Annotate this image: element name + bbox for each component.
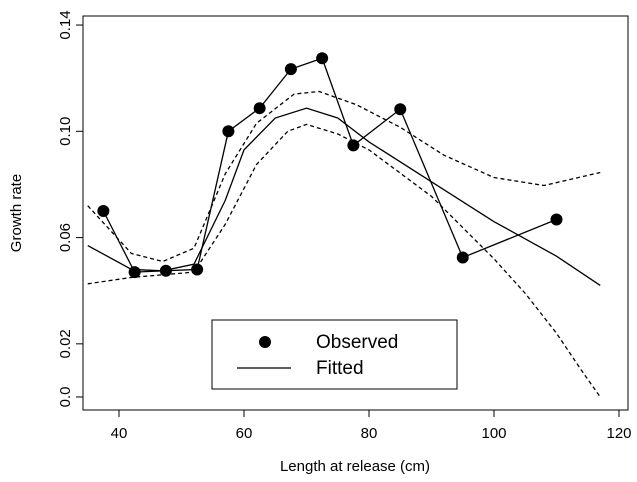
y-tick-label: 0.10 — [57, 117, 74, 146]
data-point — [222, 125, 235, 138]
data-point — [394, 103, 407, 116]
data-point — [191, 263, 204, 276]
x-tick-label: 80 — [361, 425, 378, 442]
fitted-line — [87, 107, 601, 286]
confidence-band — [87, 123, 601, 398]
data-point — [128, 266, 141, 279]
plot-frame — [82, 15, 629, 411]
y-tick-label: 0.02 — [57, 329, 74, 358]
x-tick-label: 60 — [236, 425, 253, 442]
x-tick-label: 40 — [111, 425, 128, 442]
data-point — [284, 63, 297, 76]
data-point — [253, 102, 266, 115]
y-tick-label: 0.14 — [57, 10, 74, 39]
y-tick-label: 0.06 — [57, 223, 74, 252]
x-tick-label: 120 — [606, 425, 631, 442]
y-axis-label: Growth rate — [8, 174, 25, 252]
data-point — [347, 139, 360, 152]
data-point — [456, 251, 469, 264]
observed-line — [102, 57, 557, 273]
legend-label: Observed — [316, 332, 398, 353]
y-tick-label: 0.0 — [57, 387, 74, 408]
x-axis-label: Length at release (cm) — [280, 458, 430, 475]
legend — [211, 319, 458, 390]
legend-marker — [259, 336, 271, 348]
data-point — [97, 205, 110, 218]
confidence-band — [87, 90, 601, 263]
x-tick-label: 100 — [481, 425, 506, 442]
legend-label: Fitted — [316, 358, 364, 379]
data-point — [550, 213, 563, 226]
data-point — [316, 52, 329, 65]
